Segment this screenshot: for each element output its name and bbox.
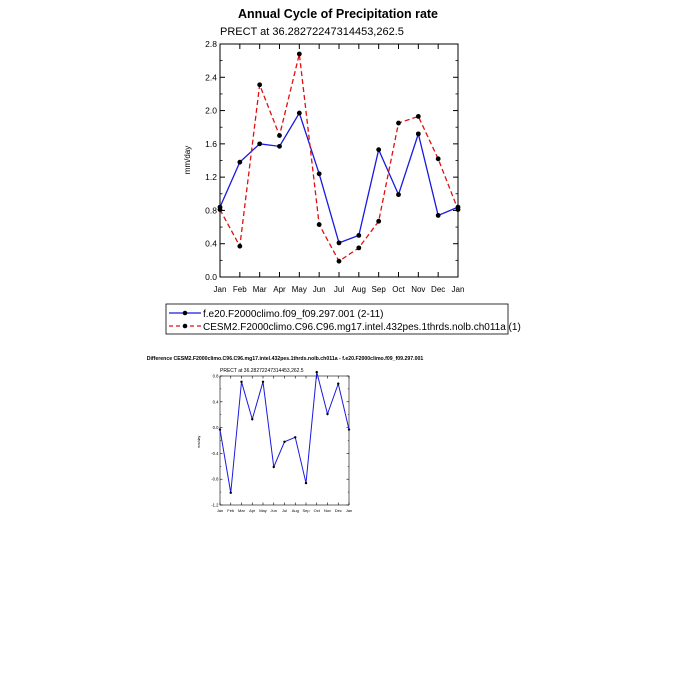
main-point-s1-1 <box>237 159 243 165</box>
diff-xtick-label: Nov <box>324 508 331 513</box>
diff-xtick-label: May <box>259 508 267 513</box>
main-xtick-label: Jan <box>214 285 227 294</box>
main-ytick-label: 2.0 <box>205 106 217 116</box>
main-point-s2-0 <box>217 207 223 212</box>
diff-point-s1-11 <box>337 382 340 385</box>
main-point-s2-10 <box>415 113 421 119</box>
diff-point-s1-10 <box>326 412 329 416</box>
main-xtick-label: Dec <box>431 285 445 294</box>
main-series-line-2 <box>219 53 459 263</box>
main-point-s1-4 <box>296 110 302 116</box>
main-point-s2-7 <box>356 245 362 251</box>
main-xtick-label: Jul <box>334 285 344 294</box>
main-point-s2-3 <box>277 133 282 138</box>
main-xtick-label: Mar <box>253 285 267 294</box>
main-point-s1-7 <box>356 232 362 238</box>
main-point-s2-11 <box>435 156 441 162</box>
main-point-s2-5 <box>316 222 322 227</box>
legend-label-2: CESM2.F2000climo.C96.C96.mg17.intel.432p… <box>203 322 521 333</box>
diff-chart-ylabel: mm/day <box>197 436 201 449</box>
diff-xtick-label: Oct <box>314 508 321 513</box>
main-point-s1-6 <box>336 240 342 246</box>
diff-point-s1-5 <box>272 465 275 469</box>
main-point-s2-8 <box>376 218 382 224</box>
diff-point-s1-7 <box>294 436 297 439</box>
main-point-s2-2 <box>257 82 263 88</box>
main-ytick-label: 1.2 <box>205 172 217 182</box>
main-xtick-label: Oct <box>392 285 405 294</box>
main-point-s2-9 <box>396 120 401 126</box>
diff-chart-title: Difference CESM2.F2000climo.C96.C96.mg17… <box>147 356 424 362</box>
main-series-line-1 <box>219 111 459 244</box>
main-xtick-label: Apr <box>273 285 286 294</box>
legend-label-1: f.e20.F2000climo.f09_f09.297.001 (2-11) <box>203 309 384 320</box>
main-xtick-label: Nov <box>411 285 425 294</box>
main-point-s1-2 <box>257 141 263 147</box>
legend-marker-1 <box>182 310 188 316</box>
main-xtick-label: Jun <box>313 285 326 294</box>
diff-xtick-label: Jul <box>282 508 287 513</box>
diff-point-s1-8 <box>304 481 308 485</box>
diff-point-s1-4 <box>261 380 265 384</box>
main-chart-subtitle: PRECT at 36.28272247314453,262.5 <box>220 26 404 38</box>
diff-xtick-label: Jan <box>346 508 352 513</box>
legend-box <box>165 303 509 335</box>
legend-marker-2 <box>182 323 188 329</box>
diff-xtick-label: Aug <box>292 508 299 513</box>
main-point-s1-3 <box>277 143 282 149</box>
main-chart-ylabel: mm/day <box>183 146 192 174</box>
diff-point-s1-12 <box>347 428 351 431</box>
main-point-s2-12 <box>455 207 461 212</box>
main-xtick-label: Jan <box>452 285 465 294</box>
main-ytick-label: 1.6 <box>205 139 217 149</box>
diff-xtick-label: Apr <box>249 508 256 513</box>
diff-xtick-label: Jun <box>271 508 277 513</box>
main-xtick-label: Aug <box>352 285 366 294</box>
diff-xtick-label: Feb <box>227 508 235 513</box>
main-point-s2-1 <box>237 243 243 249</box>
diff-point-s1-0 <box>218 428 222 431</box>
main-point-s1-11 <box>435 213 441 218</box>
diff-frame <box>219 375 350 506</box>
diff-series-line-1 <box>219 372 350 493</box>
diff-point-s1-3 <box>251 418 254 421</box>
diff-xtick-label: Jan <box>217 508 223 513</box>
main-ytick-label: 2.4 <box>205 72 217 82</box>
diff-point-s1-9 <box>315 370 318 374</box>
main-xtick-label: Feb <box>233 285 247 294</box>
main-ytick-label: 2.8 <box>205 39 217 49</box>
diff-ytick-label: -1.2 <box>211 502 219 507</box>
main-legend: f.e20.F2000climo.f09_f09.297.001 (2-11) … <box>165 303 521 335</box>
diff-xtick-label: Dec <box>335 508 342 513</box>
main-point-s1-9 <box>396 192 401 198</box>
main-point-s1-5 <box>316 171 322 177</box>
main-point-s2-6 <box>336 258 342 264</box>
main-xtick-label: May <box>292 285 307 294</box>
main-point-s1-10 <box>415 131 421 137</box>
diff-ytick-label: 0.8 <box>213 373 219 378</box>
diff-point-s1-2 <box>240 380 243 384</box>
main-point-s2-4 <box>296 51 302 57</box>
main-point-s1-8 <box>376 147 382 153</box>
diff-xtick-label: Mar <box>238 508 246 513</box>
diff-point-s1-1 <box>229 491 232 494</box>
main-ytick-label: 0.4 <box>205 239 217 249</box>
main-ytick-label: 0.8 <box>205 205 217 215</box>
diff-xtick-label: Sep <box>302 508 310 513</box>
diff-ytick-label: -0.4 <box>211 451 219 456</box>
main-plot-area: 0.0 0.4 0.8 1.2 1.6 2.0 2.4 2.8 Jan Feb Mar Apr May J… <box>205 39 464 294</box>
diff-ytick-label: 0.4 <box>213 399 219 404</box>
diff-ytick-label: 0.0 <box>213 425 219 430</box>
diff-ytick-label: -0.8 <box>211 477 219 482</box>
diff-chart-subtitle: PRECT at 36.28272247314453,262.5 <box>220 368 304 374</box>
diff-plot-area: -1.2 -0.8 -0.4 0.0 0.4 0.8 Jan Feb Mar Apr May Jun J… <box>211 370 352 513</box>
main-chart-title: Annual Cycle of Precipitation rate <box>238 7 438 21</box>
diff-point-s1-6 <box>283 440 286 443</box>
main-ytick-label: 0.0 <box>205 272 217 282</box>
main-xtick-label: Sep <box>372 285 387 294</box>
